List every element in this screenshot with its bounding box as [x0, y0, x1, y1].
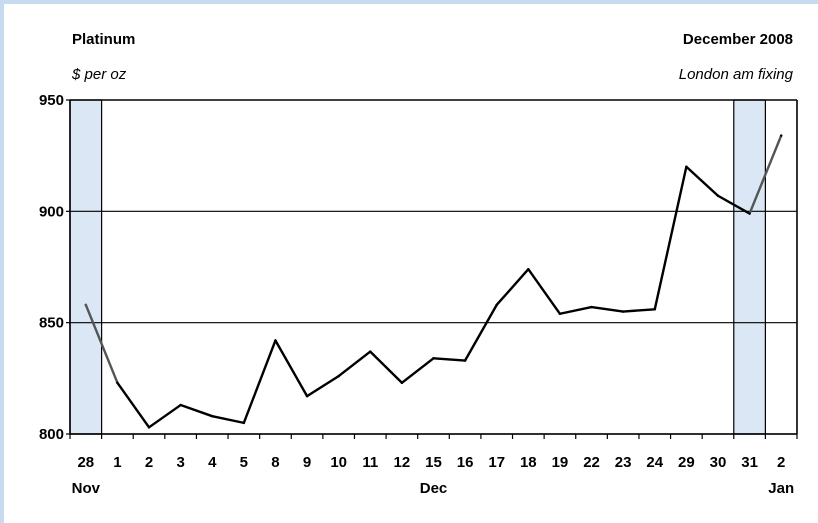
x-tick-label-21: 31 — [741, 454, 758, 471]
x-tick-label-14: 18 — [520, 454, 537, 471]
data-point-6 — [274, 339, 277, 342]
data-point-7 — [305, 394, 309, 398]
chart-subtitle: December 2008 — [683, 31, 793, 48]
x-tick-label-16: 22 — [583, 454, 600, 471]
data-point-16 — [590, 305, 593, 309]
series-segment-6 — [274, 339, 309, 398]
chart-title: Platinum — [72, 31, 135, 48]
x-tick-label-17: 23 — [615, 454, 632, 471]
data-point-5 — [242, 421, 246, 425]
x-tick-label-6: 8 — [271, 454, 279, 471]
x-tick-label-8: 10 — [330, 454, 347, 471]
x-tick-label-15: 19 — [552, 454, 569, 471]
x-tick-label-1: 1 — [113, 454, 121, 471]
month-label-nov: Nov — [72, 480, 101, 497]
shaded-band-1 — [733, 99, 766, 435]
x-tick-label-5: 5 — [240, 454, 248, 471]
y-tick-label-800: 800 — [39, 426, 64, 443]
series-segment-7 — [305, 374, 340, 398]
series-segment-18 — [653, 165, 688, 311]
x-tick-label-2: 2 — [145, 454, 153, 471]
x-tick-label-3: 3 — [176, 454, 184, 471]
data-point-18 — [653, 308, 656, 311]
data-point-20 — [716, 194, 720, 197]
data-point-10 — [400, 381, 404, 384]
x-tick-label-19: 29 — [678, 454, 695, 471]
series-segment-2 — [147, 403, 182, 429]
data-point-22 — [779, 134, 783, 137]
y-tick-label-850: 850 — [39, 315, 64, 332]
series-segment-20 — [716, 194, 751, 215]
series-segment-1 — [116, 381, 151, 429]
series-segment-3 — [179, 403, 214, 418]
data-point-1 — [116, 381, 119, 384]
x-tick-label-20: 30 — [710, 454, 727, 471]
data-point-15 — [558, 312, 562, 315]
x-tick-label-18: 24 — [646, 454, 663, 471]
series-segment-5 — [242, 339, 277, 425]
series-segment-21 — [748, 134, 783, 215]
data-point-12 — [463, 359, 467, 362]
x-tick-label-0: 28 — [77, 454, 94, 471]
x-tick-label-10: 12 — [394, 454, 411, 471]
series-segment-8 — [337, 350, 372, 378]
data-point-17 — [621, 310, 625, 313]
x-tick-label-22: 2 — [777, 454, 785, 471]
x-tick-label-4: 4 — [208, 454, 217, 471]
series-segment-16 — [590, 305, 625, 313]
month-label-dec: Dec — [420, 480, 448, 497]
series-segment-14 — [527, 268, 562, 315]
data-point-9 — [369, 350, 372, 353]
y-tick-label-900: 900 — [39, 203, 64, 220]
data-point-3 — [179, 403, 182, 407]
data-point-4 — [211, 414, 214, 418]
frame-left-border — [0, 0, 4, 523]
data-point-8 — [337, 374, 340, 378]
series-segment-4 — [211, 414, 246, 425]
data-point-2 — [147, 426, 151, 429]
y-tick-label-950: 950 — [39, 92, 64, 109]
data-point-11 — [432, 357, 435, 360]
series-segment-19 — [685, 165, 720, 197]
y-axis-label: $ per oz — [71, 66, 127, 83]
x-tick-label-13: 17 — [488, 454, 505, 471]
series-segment-15 — [558, 305, 593, 315]
series-segment-9 — [369, 350, 404, 384]
series-segment-10 — [400, 357, 435, 384]
data-point-14 — [527, 268, 530, 271]
series-segment-11 — [432, 357, 467, 362]
series-segment-13 — [495, 268, 530, 307]
data-point-19 — [685, 165, 688, 168]
data-point-21 — [748, 212, 751, 215]
series-segment-17 — [621, 308, 656, 313]
shaded-band-0 — [69, 99, 103, 435]
frame-top-border — [0, 0, 818, 4]
month-label-jan: Jan — [768, 480, 794, 497]
data-point-0 — [84, 303, 88, 307]
series-segment-12 — [463, 303, 498, 362]
x-tick-label-7: 9 — [303, 454, 311, 471]
x-tick-label-11: 15 — [425, 454, 442, 471]
series-segment-0 — [84, 303, 119, 384]
data-point-13 — [495, 303, 498, 307]
x-tick-label-9: 11 — [362, 454, 378, 471]
x-tick-label-12: 16 — [457, 454, 474, 471]
source-note: London am fixing — [679, 66, 794, 83]
